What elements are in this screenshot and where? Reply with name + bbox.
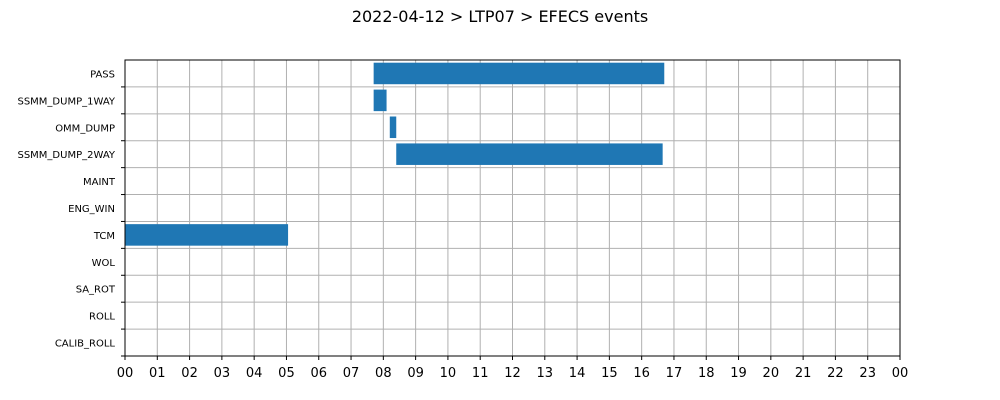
x-tick-label: 19 <box>730 366 747 381</box>
x-tick-label: 10 <box>440 366 457 381</box>
y-axis: PASS SSMM_DUMP_1WAY OMM_DUMP SSMM_DUMP_2WAY… <box>17 69 125 357</box>
x-tick-label: 08 <box>375 366 392 381</box>
x-tick-label: 16 <box>633 366 650 381</box>
y-tick-label: WOL <box>92 258 116 269</box>
event-bar-tcm <box>125 224 289 246</box>
grid <box>124 60 901 357</box>
x-tick-label: 09 <box>407 366 424 381</box>
y-tick-label: TCM <box>93 231 115 242</box>
x-tick-label: 21 <box>795 366 812 381</box>
x-tick-label: 14 <box>569 366 586 381</box>
x-tick-label: 06 <box>310 366 327 381</box>
event-bar-omm-dump <box>389 116 397 139</box>
y-tick-label: ENG_WIN <box>68 204 115 215</box>
x-tick-label: 15 <box>601 366 618 381</box>
x-tick-label: 00 <box>892 366 909 381</box>
x-tick-label: 20 <box>763 366 780 381</box>
x-tick-label: 03 <box>214 366 231 381</box>
x-axis: 00 01 02 03 04 05 06 07 08 09 10 11 12 13 14 15 16 17 18 19… <box>117 356 909 381</box>
y-tick-label: MAINT <box>83 177 116 188</box>
y-tick-label: OMM_DUMP <box>55 123 115 134</box>
y-tick-label: PASS <box>90 69 115 80</box>
x-tick-label: 11 <box>472 366 489 381</box>
x-tick-label: 22 <box>827 366 844 381</box>
x-tick-label: 07 <box>343 366 360 381</box>
event-bar-ssmm-dump-2way <box>396 143 663 165</box>
x-tick-label: 02 <box>181 366 198 381</box>
x-tick-label: 05 <box>278 366 295 381</box>
y-tick-label: SSMM_DUMP_2WAY <box>17 150 115 161</box>
x-tick-label: 13 <box>537 366 554 381</box>
chart-title: 2022-04-12 > LTP07 > EFECS events <box>352 7 648 26</box>
y-tick-label: ROLL <box>89 312 115 323</box>
x-tick-label: 04 <box>246 366 263 381</box>
event-bar-pass <box>373 62 665 85</box>
x-tick-label: 23 <box>859 366 876 381</box>
event-bar-ssmm-dump-1way <box>373 89 387 112</box>
x-tick-label: 18 <box>698 366 715 381</box>
x-tick-label: 00 <box>117 366 134 381</box>
y-tick-label: CALIB_ROLL <box>55 339 116 350</box>
y-tick-label: SSMM_DUMP_1WAY <box>17 96 115 107</box>
event-bars <box>125 62 665 246</box>
x-tick-label: 17 <box>666 366 683 381</box>
x-tick-label: 12 <box>504 366 521 381</box>
x-tick-label: 01 <box>149 366 166 381</box>
y-tick-label: SA_ROT <box>76 285 116 296</box>
